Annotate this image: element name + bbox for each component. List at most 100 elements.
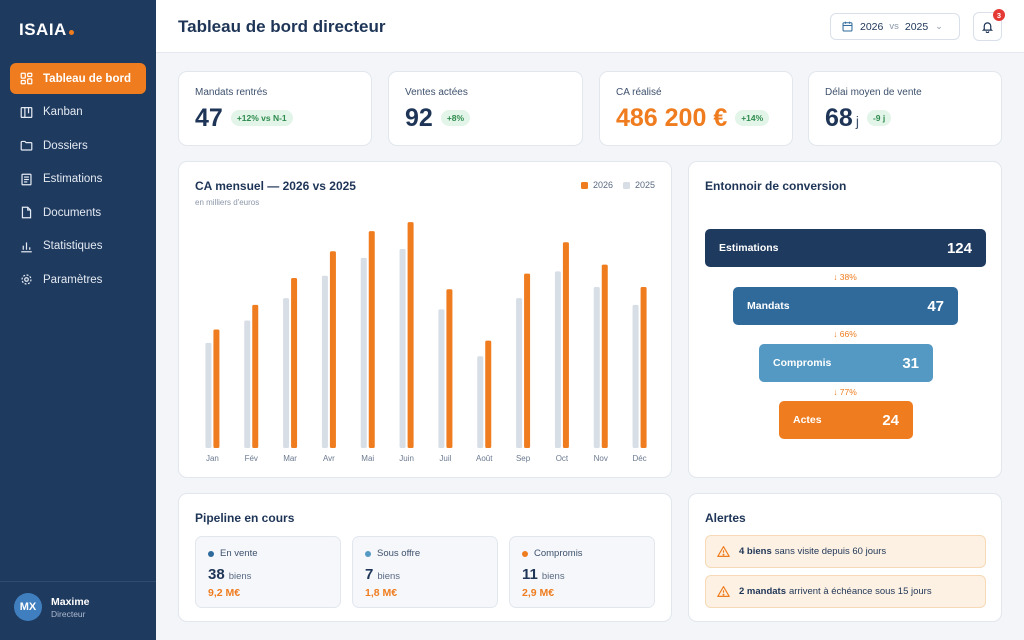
top-header: Tableau de bord directeur 2026 vs 2025 ⌄… (156, 0, 1024, 53)
bar-2026-Mar[interactable] (291, 278, 298, 448)
bar-2025-Avr[interactable] (321, 275, 328, 448)
funnel-step-estimations[interactable]: Estimations 124 (705, 229, 986, 267)
sidebar-item-label: Statistiques (43, 240, 103, 252)
sidebar: ISAIA Tableau de bord Kanban Dossiers Es… (0, 0, 156, 640)
bar-2026-Juil[interactable] (446, 289, 453, 448)
chart-legend: 2026 2025 (571, 180, 655, 190)
sidebar-item-statistiques[interactable]: Statistiques (10, 231, 146, 262)
pipeline-item-count: 11 biens (522, 566, 565, 583)
bar-2025-Août[interactable] (477, 356, 484, 448)
alerts-title: Alertes (705, 511, 746, 525)
sidebar-item-documents[interactable]: Documents (10, 197, 146, 228)
bar-2025-Juin[interactable] (399, 248, 406, 448)
alert-highlight: 2 mandats (739, 586, 786, 597)
x-tick-label: Oct (556, 454, 569, 463)
sidebar-item-kanban[interactable]: Kanban (10, 97, 146, 128)
gear-icon (21, 274, 32, 285)
year-b: 2025 (904, 20, 929, 33)
avatar: MX (14, 593, 42, 621)
funnel-step-actes[interactable]: Actes 24 (779, 401, 913, 439)
year-compare-select[interactable]: 2026 vs 2025 ⌄ (830, 13, 960, 40)
pipeline-item-label: En vente (208, 548, 258, 559)
x-tick-label: Jan (206, 454, 219, 463)
user-info: Maxime Directeur (51, 596, 90, 619)
kpi-card-delai: Délai moyen de vente 68 j -9 j (808, 71, 1002, 146)
sidebar-item-estimations[interactable]: Estimations (10, 164, 146, 195)
funnel-step-label: Estimations (719, 242, 779, 254)
pipeline-item-amount: 2,9 M€ (522, 587, 555, 599)
bar-2026-Sep[interactable] (524, 273, 531, 448)
bar-2026-Août[interactable] (485, 340, 492, 448)
sidebar-item-tableau-de-bord[interactable]: Tableau de bord (10, 63, 146, 94)
x-tick-label: Nov (594, 454, 608, 463)
x-tick-label: Juil (439, 454, 451, 463)
pipeline-item-en-vente[interactable]: En vente 38 biens 9,2 M€ (195, 536, 341, 608)
funnel-step-mandats[interactable]: Mandats 47 (733, 287, 958, 325)
notifications-button[interactable]: 3 (973, 9, 1005, 41)
alert-item[interactable]: 4 biens sans visite depuis 60 jours (705, 535, 986, 568)
pipeline-item-amount: 1,8 M€ (365, 587, 398, 599)
alert-item[interactable]: 2 mandats arrivent à échéance sous 15 jou… (705, 575, 986, 608)
bar-2025-Jan[interactable] (205, 342, 212, 448)
notification-count-badge: 3 (993, 9, 1005, 21)
year-a: 2026 (860, 20, 884, 33)
bar-2025-Mar[interactable] (283, 298, 290, 448)
funnel-title: Entonnoir de conversion (705, 179, 847, 193)
kpi-label: Mandats rentrés (195, 87, 268, 98)
kpi-trend-badge: +8% (440, 110, 471, 126)
logo-dot (68, 30, 74, 35)
warning-icon (717, 546, 730, 557)
pipeline-item-count: 38 biens (208, 566, 252, 583)
chart-title: CA mensuel — 2026 vs 2025 (195, 179, 356, 193)
funnel-step-value: 24 (882, 411, 899, 429)
bar-2026-Jan[interactable] (213, 329, 220, 448)
bar-2025-Oct[interactable] (554, 271, 561, 448)
user-profile[interactable]: MX Maxime Directeur (14, 593, 90, 621)
bar-2026-Oct[interactable] (562, 242, 569, 448)
bar-2025-Sep[interactable] (516, 298, 523, 448)
bar-2026-Fév[interactable] (252, 304, 259, 448)
funnel-conversion-rate: ↓ 66% (833, 329, 857, 339)
bar-2025-Juil[interactable] (438, 309, 445, 448)
funnel-step-value: 31 (902, 354, 919, 372)
pipeline-item-compromis[interactable]: Compromis 11 biens 2,9 M€ (509, 536, 655, 608)
kpi-card-ventes: Ventes actées 92 +8% (388, 71, 583, 146)
x-tick-label: Août (476, 454, 493, 463)
sidebar-item-label: Kanban (43, 106, 83, 118)
vs-label: vs (889, 21, 899, 32)
document-icon (21, 206, 32, 219)
x-tick-label: Fév (245, 454, 258, 463)
bar-2025-Fév[interactable] (244, 320, 251, 448)
sidebar-item-dossiers[interactable]: Dossiers (10, 130, 146, 161)
pipeline-item-sous-offre[interactable]: Sous offre 7 biens 1,8 M€ (352, 536, 498, 608)
monthly-revenue-chart-card: Jan Fév Mar Avr Mai Juin Juil Août Sep Oct Nov Déc … (178, 161, 672, 478)
funnel-step-label: Compromis (773, 357, 832, 369)
kanban-icon (20, 106, 33, 118)
sidebar-item-parametres[interactable]: Paramètres (10, 264, 146, 295)
legend-item-2026: 2026 (580, 180, 613, 190)
stats-icon (21, 241, 32, 252)
bar-2025-Mai[interactable] (360, 257, 367, 448)
kpi-value: 92 +8% (405, 104, 471, 133)
kpi-trend-badge: -9 j (866, 110, 892, 126)
kpi-trend-badge: +12% vs N-1 (230, 110, 293, 126)
funnel-step-label: Actes (793, 414, 822, 426)
sidebar-item-label: Estimations (43, 173, 103, 185)
bar-2026-Avr[interactable] (329, 251, 336, 448)
x-tick-label: Avr (323, 454, 335, 463)
bar-2026-Nov[interactable] (601, 264, 608, 448)
funnel-step-compromis[interactable]: Compromis 31 (759, 344, 933, 382)
funnel-step-value: 124 (946, 239, 972, 257)
legend-item-2025: 2025 (622, 180, 655, 190)
bar-2025-Nov[interactable] (593, 286, 600, 448)
brand-logo[interactable]: ISAIA (19, 20, 74, 40)
legend-swatch (622, 181, 630, 189)
pipeline-item-label: Sous offre (365, 548, 420, 559)
bar-2026-Mai[interactable] (368, 231, 375, 448)
bar-2025-Déc[interactable] (632, 304, 639, 448)
bar-2026-Juin[interactable] (407, 222, 414, 448)
bar-2026-Déc[interactable] (640, 286, 647, 448)
pipeline-item-count: 7 biens (365, 566, 401, 583)
kpi-unit: j (855, 113, 859, 129)
warning-icon (717, 586, 730, 597)
